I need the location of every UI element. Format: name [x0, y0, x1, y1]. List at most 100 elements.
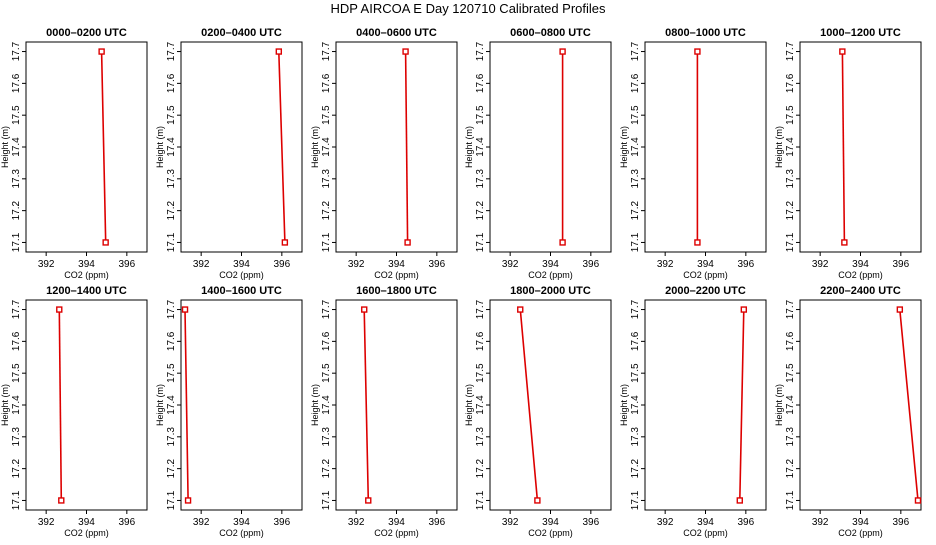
y-tick-label: 17.5: [785, 363, 796, 383]
y-tick-label: 17.5: [785, 105, 796, 125]
x-axis-label: CO2 (ppm): [838, 528, 883, 538]
x-axis-label: CO2 (ppm): [219, 528, 264, 538]
y-tick-label: 17.3: [166, 169, 177, 189]
plot-frame: [335, 41, 458, 253]
y-tick-label: 17.1: [321, 232, 332, 252]
y-tick-label: 17.7: [630, 299, 641, 319]
panel-4: 0600–0800 UTC 392 394 396 17.1 17.2 17.3 17.4 17…: [464, 27, 612, 280]
data-point: [98, 48, 105, 55]
y-axis-label: Height (m): [619, 384, 629, 426]
y-tick-label: 17.2: [321, 458, 332, 478]
y-tick-label: 17.4: [785, 137, 796, 157]
y-tick-label: 17.3: [475, 169, 486, 189]
data-point: [740, 306, 748, 313]
y-tick-label: 17.4: [475, 395, 486, 415]
panel-title: 1800–2000 UTC: [510, 285, 591, 297]
x-tick-label: 396: [118, 517, 135, 528]
y-tick-label: 17.6: [11, 331, 22, 351]
x-tick-label: 394: [697, 517, 714, 528]
plot-frame: [644, 299, 767, 511]
y-tick-label: 17.1: [630, 490, 641, 510]
y-tick-label: 17.4: [630, 137, 641, 157]
y-tick-label: 17.7: [785, 299, 796, 319]
x-tick-label: 392: [502, 259, 519, 270]
y-tick-label: 17.5: [321, 363, 332, 383]
x-tick-label: 394: [78, 517, 95, 528]
x-tick-label: 396: [118, 259, 135, 270]
data-point: [365, 497, 372, 504]
panel-title: 0000–0200 UTC: [46, 27, 127, 39]
y-tick-label: 17.4: [166, 395, 177, 415]
data-point: [281, 239, 289, 246]
y-tick-label: 17.7: [630, 41, 641, 61]
x-axis-label: CO2 (ppm): [64, 270, 109, 280]
panel-title: 1600–1800 UTC: [356, 285, 437, 297]
y-tick-label: 17.3: [785, 169, 796, 189]
profile-line: [58, 309, 63, 501]
y-tick-label: 17.1: [321, 490, 332, 510]
y-tick-label: 17.4: [630, 395, 641, 415]
y-tick-label: 17.4: [166, 137, 177, 157]
y-tick-label: 17.6: [630, 331, 641, 351]
x-tick-label: 394: [852, 517, 869, 528]
y-tick-label: 17.3: [321, 427, 332, 447]
y-tick-label: 17.4: [11, 137, 22, 157]
data-point: [534, 497, 541, 504]
y-tick-label: 17.5: [630, 105, 641, 125]
data-point: [275, 48, 283, 55]
y-axis-label: Height (m): [0, 126, 10, 168]
y-tick-label: 17.3: [630, 169, 641, 189]
y-tick-label: 17.5: [321, 105, 332, 125]
data-point: [559, 239, 566, 246]
data-point: [914, 497, 922, 504]
profile-line: [404, 51, 409, 243]
y-tick-label: 17.3: [785, 427, 796, 447]
y-tick-label: 17.7: [11, 41, 22, 61]
y-tick-label: 17.2: [321, 200, 332, 220]
y-axis-label: Height (m): [155, 126, 165, 168]
y-tick-label: 17.4: [321, 395, 332, 415]
y-tick-label: 17.1: [11, 490, 22, 510]
y-tick-label: 17.7: [321, 299, 332, 319]
y-tick-label: 17.6: [166, 73, 177, 93]
x-tick-label: 394: [388, 259, 405, 270]
y-tick-label: 17.6: [475, 73, 486, 93]
data-point: [58, 497, 65, 504]
profile-line: [519, 309, 539, 501]
x-tick-label: 394: [233, 517, 250, 528]
y-tick-label: 17.2: [630, 458, 641, 478]
y-axis-label: Height (m): [774, 384, 784, 426]
panel-5: 0800–1000 UTC 392 394 396 17.1 17.2 17.3 17.4 17…: [619, 27, 767, 280]
x-tick-label: 392: [657, 259, 674, 270]
data-point: [839, 48, 846, 55]
y-tick-label: 17.1: [11, 232, 22, 252]
y-tick-label: 17.7: [475, 41, 486, 61]
data-point: [694, 239, 701, 246]
x-axis-label: CO2 (ppm): [219, 270, 264, 280]
y-tick-label: 17.6: [475, 331, 486, 351]
y-tick-label: 17.5: [166, 363, 177, 383]
plot-frame: [644, 41, 767, 253]
x-tick-label: 396: [892, 517, 909, 528]
x-tick-label: 396: [737, 259, 754, 270]
y-tick-label: 17.6: [166, 331, 177, 351]
panel-7: 1200–1400 UTC 392 394 396 17.1 17.2 17.3 17.4 17…: [0, 285, 148, 538]
y-tick-label: 17.2: [11, 458, 22, 478]
y-tick-label: 17.1: [475, 232, 486, 252]
y-tick-label: 17.6: [321, 73, 332, 93]
x-tick-label: 394: [78, 259, 95, 270]
data-point: [181, 306, 189, 313]
y-tick-label: 17.1: [475, 490, 486, 510]
y-tick-label: 17.6: [321, 331, 332, 351]
x-tick-label: 396: [273, 259, 290, 270]
x-axis-label: CO2 (ppm): [683, 528, 728, 538]
panel-10: 1800–2000 UTC 392 394 396 17.1 17.2 17.3 17.4 17…: [464, 285, 612, 538]
x-tick-label: 396: [582, 517, 599, 528]
panel-title: 2200–2400 UTC: [820, 285, 901, 297]
x-tick-label: 392: [502, 517, 519, 528]
panel-2: 0200–0400 UTC 392 394 396 17.1 17.2 17.3 17.4 17…: [155, 27, 303, 280]
data-point: [361, 306, 368, 313]
panel-3: 0400–0600 UTC 392 394 396 17.1 17.2 17.3 17.4 17…: [310, 27, 458, 280]
y-tick-label: 17.2: [630, 200, 641, 220]
